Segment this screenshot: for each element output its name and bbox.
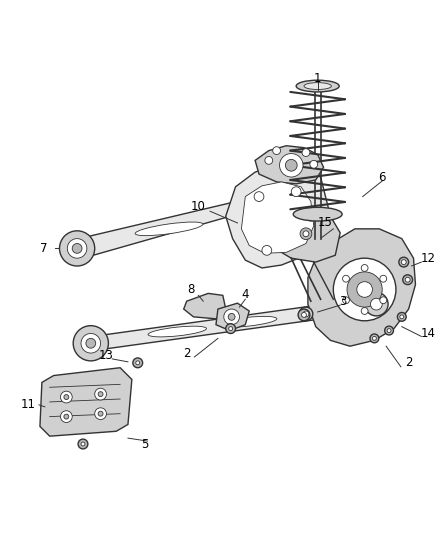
Text: 8: 8: [187, 283, 194, 296]
Circle shape: [399, 257, 409, 267]
Circle shape: [372, 336, 376, 341]
Polygon shape: [79, 197, 265, 258]
Circle shape: [301, 312, 307, 317]
Circle shape: [228, 313, 235, 320]
Circle shape: [380, 276, 387, 282]
Circle shape: [298, 309, 310, 321]
Ellipse shape: [296, 80, 339, 92]
Circle shape: [303, 311, 309, 317]
Polygon shape: [308, 229, 416, 346]
Circle shape: [299, 307, 313, 321]
Text: 10: 10: [191, 200, 206, 213]
Circle shape: [64, 414, 69, 419]
Text: 4: 4: [242, 288, 249, 301]
Polygon shape: [255, 146, 324, 184]
Text: 2: 2: [183, 346, 191, 360]
Circle shape: [405, 277, 410, 282]
Ellipse shape: [219, 317, 277, 327]
Text: 1: 1: [314, 72, 321, 85]
Ellipse shape: [135, 222, 203, 236]
Ellipse shape: [293, 207, 342, 221]
Circle shape: [60, 391, 72, 403]
Text: 13: 13: [99, 350, 114, 362]
Circle shape: [333, 258, 396, 321]
Polygon shape: [93, 297, 378, 350]
Circle shape: [254, 192, 264, 201]
Polygon shape: [275, 211, 340, 262]
Circle shape: [286, 159, 297, 171]
Polygon shape: [184, 293, 226, 319]
Circle shape: [60, 231, 95, 266]
Circle shape: [303, 231, 309, 237]
Circle shape: [265, 157, 273, 164]
Text: 2: 2: [405, 357, 413, 369]
Circle shape: [95, 408, 106, 419]
Circle shape: [86, 338, 95, 348]
Polygon shape: [241, 182, 314, 253]
Circle shape: [81, 334, 101, 353]
Text: 11: 11: [21, 398, 36, 411]
Circle shape: [226, 324, 236, 334]
Circle shape: [81, 442, 85, 446]
Circle shape: [273, 147, 280, 155]
Circle shape: [371, 298, 382, 310]
Circle shape: [403, 275, 413, 285]
Text: 7: 7: [40, 242, 48, 255]
Circle shape: [64, 394, 69, 400]
Polygon shape: [216, 303, 249, 330]
Text: 6: 6: [378, 171, 386, 183]
Circle shape: [310, 160, 318, 168]
Text: 3: 3: [339, 295, 347, 308]
Circle shape: [98, 411, 103, 416]
Circle shape: [262, 246, 272, 255]
Circle shape: [300, 228, 312, 240]
Circle shape: [78, 439, 88, 449]
Text: 5: 5: [141, 438, 148, 450]
Ellipse shape: [148, 326, 206, 337]
Circle shape: [302, 149, 310, 157]
Circle shape: [279, 154, 303, 177]
Circle shape: [67, 239, 87, 258]
Polygon shape: [226, 164, 330, 268]
Circle shape: [387, 329, 391, 333]
Circle shape: [98, 392, 103, 397]
Circle shape: [306, 211, 316, 221]
Circle shape: [357, 281, 372, 297]
Circle shape: [133, 358, 143, 368]
Circle shape: [380, 297, 387, 304]
Circle shape: [370, 334, 379, 343]
Circle shape: [397, 312, 406, 321]
Text: 14: 14: [420, 327, 436, 340]
Circle shape: [291, 187, 301, 197]
Circle shape: [95, 388, 106, 400]
Circle shape: [229, 327, 233, 330]
Circle shape: [72, 244, 82, 253]
Circle shape: [224, 309, 240, 325]
Circle shape: [361, 264, 368, 271]
Circle shape: [343, 276, 350, 282]
Circle shape: [347, 272, 382, 307]
Circle shape: [60, 411, 72, 423]
Polygon shape: [40, 368, 132, 436]
Circle shape: [401, 260, 406, 264]
Text: 15: 15: [318, 216, 333, 230]
Circle shape: [361, 308, 368, 314]
Circle shape: [400, 315, 404, 319]
Circle shape: [343, 297, 350, 304]
Ellipse shape: [304, 83, 332, 90]
Circle shape: [73, 326, 108, 361]
Text: 12: 12: [420, 252, 436, 265]
Circle shape: [364, 293, 388, 316]
Circle shape: [385, 326, 393, 335]
Circle shape: [136, 361, 140, 365]
